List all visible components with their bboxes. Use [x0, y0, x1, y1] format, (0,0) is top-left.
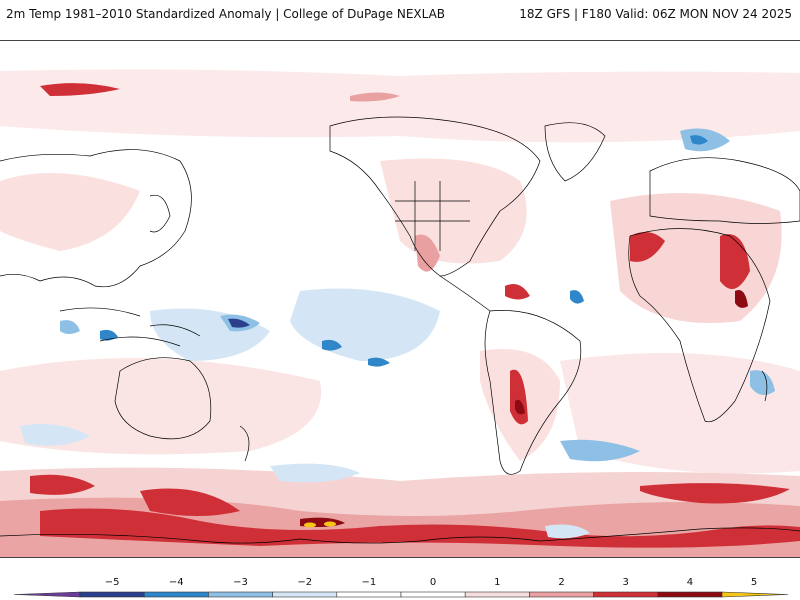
colorbar-tick-label: 2: [558, 577, 564, 588]
map-title: 2m Temp 1981–2010 Standardized Anomaly |…: [6, 7, 446, 21]
colorbar-segments: [13, 591, 789, 598]
colorbar-tick-label: 0: [430, 577, 436, 588]
colorbar: −5 −4 −3 −2 −1 0 1 2 3 4 5: [13, 577, 789, 598]
colorbar-tick-labels: −5 −4 −3 −2 −1 0 1 2 3 4 5: [105, 577, 758, 588]
model-run-info: 18Z GFS | F180 Valid: 06Z MON NOV 24 202…: [519, 7, 792, 21]
colorbar-segment: [400, 591, 466, 598]
anomaly-shading: [0, 69, 800, 557]
colorbar-tick-label: −2: [297, 577, 312, 588]
anomaly-map: [0, 40, 800, 558]
colorbar-segment: [143, 591, 209, 598]
coastlines: [0, 116, 800, 544]
colorbar-tick-label: −4: [169, 577, 184, 588]
colorbar-tick-label: −1: [362, 577, 377, 588]
colorbar-tick-label: 4: [687, 577, 693, 588]
colorbar-segment: [336, 591, 402, 598]
colorbar-tick-label: 5: [751, 577, 757, 588]
colorbar-segment: [464, 591, 530, 598]
colorbar-segment-max: [721, 591, 789, 598]
colorbar-segment: [208, 591, 273, 598]
colorbar-segment: [657, 591, 723, 598]
colorbar-tick-label: 1: [494, 577, 500, 588]
colorbar-tick-label: −3: [233, 577, 248, 588]
colorbar-segment-min: [13, 591, 81, 598]
colorbar-segment: [79, 591, 145, 598]
colorbar-segment: [593, 591, 659, 598]
colorbar-tick-label: −5: [105, 577, 120, 588]
colorbar-segment: [529, 591, 594, 598]
colorbar-segment: [272, 591, 338, 598]
colorbar-tick-label: 3: [623, 577, 629, 588]
header: 2m Temp 1981–2010 Standardized Anomaly |…: [0, 0, 800, 30]
map-canvas: [0, 69, 800, 557]
